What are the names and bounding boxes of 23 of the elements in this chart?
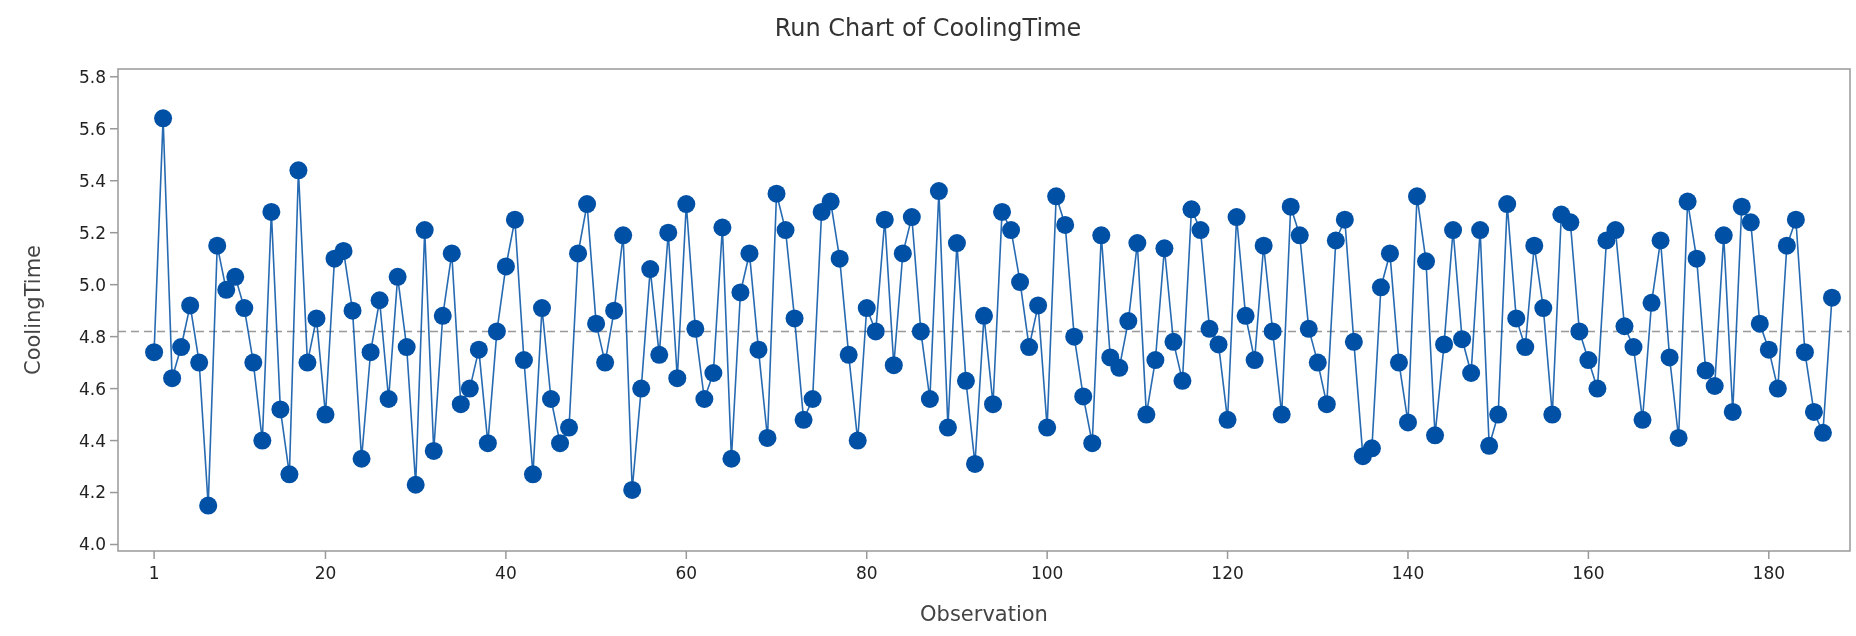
x-tick-label: 1	[148, 563, 160, 583]
y-tick-label: 5.2	[78, 222, 106, 243]
y-tick-label: 5.8	[78, 66, 106, 87]
chart-title: Run Chart of CoolingTime	[774, 14, 1082, 42]
y-tick-label: 5.0	[78, 274, 106, 295]
x-tick-label: 100	[1030, 563, 1064, 583]
y-tick-label: 4.6	[78, 378, 106, 399]
y-tick-label: 5.6	[78, 118, 106, 139]
y-tick-label: 4.2	[78, 482, 106, 503]
y-tick-label: 5.4	[78, 170, 106, 191]
y-tick-label: 4.8	[78, 326, 106, 347]
x-tick-label: 160	[1572, 563, 1605, 583]
y-tick-label: 4.4	[78, 430, 106, 451]
x-axis-title: Observation	[920, 602, 1048, 626]
x-tick-label: 40	[495, 563, 517, 583]
x-tick-label: 140	[1391, 563, 1425, 583]
x-tick-label: 180	[1752, 563, 1786, 583]
y-tick-label: 4.0	[78, 534, 106, 555]
x-tick-label: 20	[314, 563, 337, 583]
x-tick-label: 80	[855, 563, 878, 583]
y-axis-title: CoolingTime	[21, 244, 45, 376]
x-tick-label: 120	[1211, 563, 1244, 583]
x-tick-label: 60	[675, 563, 698, 583]
